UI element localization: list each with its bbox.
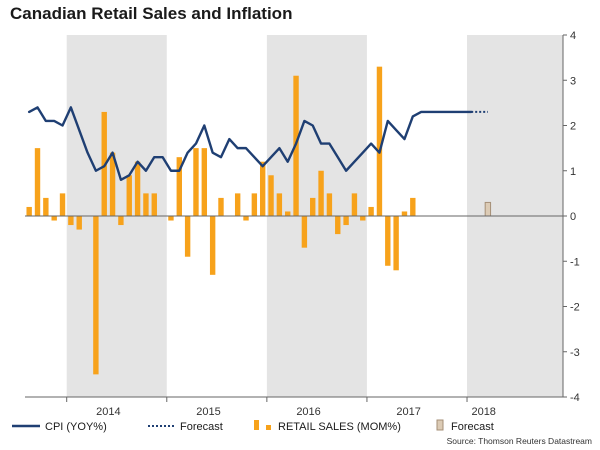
retail-bar-2016-05: [301, 216, 308, 248]
retail-bar-2014-10: [143, 193, 149, 216]
legend-cpi-label: CPI (YOY%): [45, 421, 107, 433]
legend: CPI (YOY%) Forecast RETAIL SALES (MOM%) For…: [12, 419, 494, 433]
retail-bar-2014-08: [126, 175, 132, 216]
y-tick-label: 3: [570, 75, 576, 87]
retail-bar-2014-06: [109, 152, 116, 216]
x-year-label: 2018: [471, 406, 495, 418]
retail-forecast-bar-2018-03: [484, 201, 492, 217]
legend-retail-swatch: [254, 420, 259, 430]
source-note: Source: Thomson Reuters Datastream: [447, 436, 592, 446]
retail-bar-2015-04: [193, 148, 199, 216]
y-tick-label: 0: [570, 211, 576, 223]
retail-bar-2013-11: [51, 216, 57, 221]
retail-bar-2015-11: [251, 193, 258, 216]
y-tick-label: -1: [570, 256, 580, 268]
y-tick-label: -3: [570, 347, 580, 359]
legend-retail-label: RETAIL SALES (MOM%): [278, 421, 401, 433]
retail-bar-2016-09: [335, 216, 341, 235]
y-tick-labels: -4 -3 -2 -1 0 1 2 3 4: [563, 30, 580, 404]
chart-title: Canadian Retail Sales and Inflation: [10, 4, 293, 23]
y-tick-label: 1: [570, 166, 576, 178]
retail-bar-2014-01: [68, 216, 74, 226]
x-year-label: 2014: [96, 406, 120, 418]
retail-bar-2017-04: [393, 216, 399, 271]
retail-bar-2014-07: [118, 216, 124, 226]
retail-bar-2015-06: [209, 216, 216, 275]
retail-bar-2013-10: [43, 197, 49, 216]
retail-bar-2014-11: [151, 193, 157, 216]
retail-bar-2015-09: [234, 193, 241, 216]
retail-bar-2013-08: [26, 206, 32, 216]
retail-bar-2015-07: [218, 197, 224, 216]
retail-bar-2016-08: [326, 193, 333, 216]
retail-bar-2015-05: [201, 148, 208, 216]
legend-retail-swatch-small: [266, 425, 271, 430]
cpi-line: [27, 106, 473, 182]
legend-retail-forecast-label: Forecast: [451, 421, 494, 433]
retail-bar-2017-06: [410, 197, 416, 216]
retail-bar-2017-01: [368, 206, 374, 216]
x-year-label: 2015: [196, 406, 220, 418]
legend-retail-forecast-swatch: [436, 419, 444, 431]
retail-bar-2016-06: [310, 197, 316, 216]
retail-bar-2017-03: [385, 216, 391, 266]
x-year-label: 2016: [296, 406, 320, 418]
x-year-labels: 2014 2015 2016 2017 2018: [96, 406, 496, 418]
retail-bar-2015-12: [259, 161, 266, 216]
retail-bar-2014-04: [93, 216, 99, 375]
retail-bar-2013-09: [34, 148, 41, 216]
y-tick-label: 2: [570, 121, 576, 133]
retail-bar-2016-07: [318, 170, 324, 216]
retail-bar-2015-10: [243, 216, 249, 221]
legend-cpi-forecast-label: Forecast: [180, 421, 223, 433]
retail-bar-2016-01: [268, 175, 274, 216]
retail-bar-2016-10: [343, 216, 349, 226]
retail-bar-2014-09: [134, 161, 141, 216]
retail-bar-2013-12: [59, 193, 66, 216]
retail-bar-2015-03: [184, 216, 191, 257]
cpi-line-group: [27, 106, 488, 182]
y-tick-label: -2: [570, 302, 580, 314]
retail-bar-2016-11: [351, 193, 358, 216]
retail-bar-2016-02: [276, 193, 283, 216]
retail-bar-2017-05: [401, 211, 408, 216]
x-year-label: 2017: [396, 406, 420, 418]
retail-bar-2015-02: [176, 157, 182, 216]
retail-bar-2016-12: [360, 216, 366, 221]
y-tick-label: 4: [570, 30, 576, 42]
retail-bar-2017-02: [376, 66, 383, 216]
y-tick-label: -4: [570, 392, 580, 404]
retail-bar-2015-01: [168, 216, 174, 221]
retail-bar-2014-02: [76, 216, 82, 230]
retail-bar-2016-03: [285, 211, 291, 216]
